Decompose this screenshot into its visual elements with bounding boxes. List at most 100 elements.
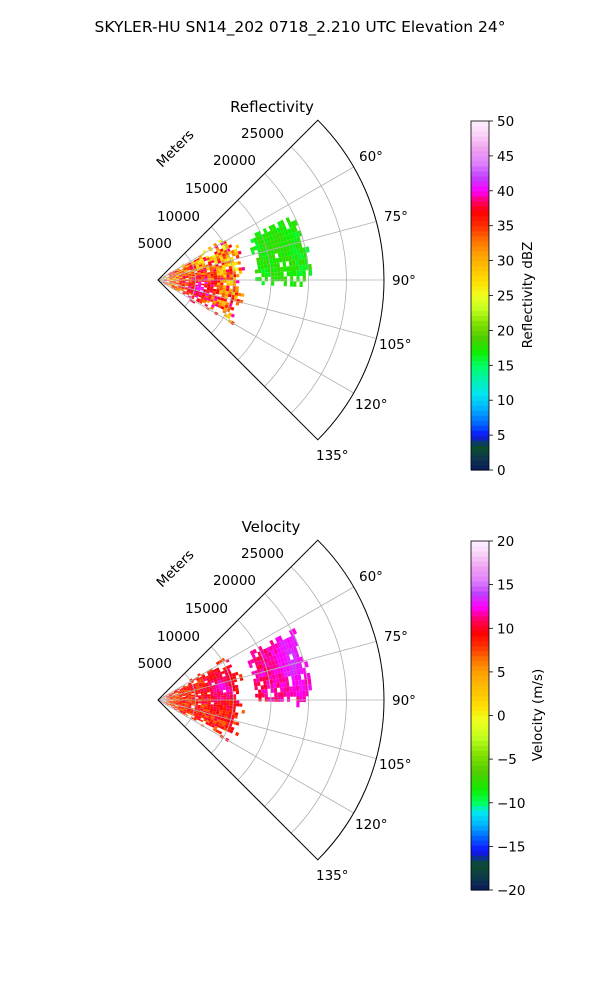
velocity-echo-cell — [187, 708, 191, 711]
reflectivity-echo-cell — [204, 280, 208, 283]
reflectivity-echo-cell — [163, 279, 167, 280]
reflectivity-echo-cell — [229, 274, 233, 278]
velocity-echo-cell — [172, 696, 176, 698]
reflectivity-echo-cell — [187, 286, 192, 288]
velocity-echo-cell — [176, 697, 180, 699]
velocity-echo-cell — [226, 702, 230, 706]
velocity-echo-cell — [205, 675, 210, 679]
reflectivity-echo-cell — [171, 286, 175, 289]
velocity-echo-cell — [291, 628, 298, 635]
reflectivity-echo-cell — [213, 298, 218, 302]
reflectivity-echo-cell — [169, 281, 173, 283]
velocity-echo-cell — [183, 710, 187, 713]
reflectivity-colorbar-segment — [471, 125, 489, 132]
velocity-echo-cell — [178, 694, 182, 696]
velocity-colorbar-segment — [471, 595, 489, 602]
reflectivity-echo-cell — [172, 278, 177, 280]
reflectivity-echo-cell — [188, 274, 192, 277]
velocity-echo-cell — [294, 651, 300, 659]
reflectivity-echo-cell — [280, 276, 284, 282]
reflectivity-echo-cell — [204, 274, 208, 277]
velocity-echo-cell — [166, 701, 170, 703]
velocity-echo-cell — [277, 692, 281, 698]
velocity-echo-cell — [222, 675, 227, 680]
reflectivity-echo-cell — [196, 259, 201, 263]
reflectivity-echo-cell — [276, 237, 282, 244]
velocity-echo-cell — [166, 702, 169, 705]
velocity-echo-cell — [268, 645, 274, 652]
velocity-echo-cell — [223, 695, 227, 698]
velocity-echo-cell — [290, 670, 295, 676]
reflectivity-echo-cell — [217, 275, 221, 278]
velocity-echo-cell — [289, 691, 294, 697]
velocity-echo-cell — [184, 693, 189, 695]
reflectivity-colorbar-segment — [471, 305, 489, 312]
velocity-echo-cell — [295, 685, 300, 692]
velocity-echo-cell — [187, 692, 192, 695]
velocity-colorbar-segment — [471, 541, 489, 547]
reflectivity-echo-cell — [223, 298, 228, 302]
velocity-echo-cell — [247, 660, 252, 665]
velocity-colorbar-segment — [471, 855, 489, 861]
reflectivity-range-tick-25000: 25000 — [241, 126, 284, 142]
velocity-echo-cell — [232, 675, 237, 680]
reflectivity-echo-cell — [285, 234, 291, 241]
reflectivity-echo-cell — [293, 219, 299, 226]
velocity-colorbar-segment — [471, 775, 489, 781]
velocity-echo-cell — [241, 710, 246, 714]
reflectivity-echo-cell — [172, 278, 176, 279]
velocity-echo-cell — [209, 687, 214, 691]
velocity-echo-cell — [216, 690, 220, 694]
reflectivity-echo-cell — [179, 277, 183, 279]
velocity-colorbar-segment — [471, 865, 489, 871]
reflectivity-echo-cell — [189, 266, 193, 269]
velocity-az-tick-60: 60° — [359, 569, 383, 585]
reflectivity-echo-cell — [226, 282, 230, 286]
velocity-echo-cell — [212, 720, 217, 724]
velocity-colorbar-segment — [471, 850, 489, 856]
velocity-colorbar-segment — [471, 750, 489, 756]
velocity-echo-cell — [267, 651, 273, 657]
velocity-echo-cell — [302, 696, 306, 703]
velocity-echo-cell — [262, 676, 267, 682]
velocity-echo-cell — [203, 709, 207, 712]
velocity-colorbar-segment — [471, 585, 489, 592]
velocity-echo-cell — [173, 708, 177, 711]
reflectivity-echo-cell — [168, 273, 172, 276]
reflectivity-echo-cell — [252, 245, 258, 251]
reflectivity-echo-cell — [302, 270, 306, 276]
velocity-echo-cell — [248, 663, 253, 669]
reflectivity-echo-cell — [175, 276, 180, 278]
velocity-echo-cell — [209, 675, 213, 680]
velocity-echo-cell — [211, 715, 215, 719]
velocity-echo-cell — [224, 724, 229, 729]
velocity-echo-cell — [178, 691, 182, 694]
reflectivity-echo-cell — [199, 256, 203, 260]
velocity-colorbar-segment — [471, 665, 489, 672]
reflectivity-echo-cell — [187, 295, 192, 298]
reflectivity-echo-cell — [218, 302, 223, 306]
reflectivity-echo-cell — [267, 250, 272, 256]
reflectivity-colorbar-segment — [471, 300, 489, 307]
reflectivity-colorbar-segment — [471, 270, 489, 277]
velocity-echo-cell — [163, 699, 167, 700]
reflectivity-echo-cell — [177, 288, 181, 291]
velocity-echo-cell — [194, 682, 199, 686]
velocity-echo-cell — [175, 696, 180, 698]
velocity-echo-cell — [223, 700, 227, 703]
reflectivity-echo-cell — [198, 276, 202, 279]
velocity-echo-cell — [271, 697, 275, 702]
reflectivity-echo-cell — [199, 299, 204, 303]
velocity-echo-cell — [223, 727, 228, 731]
velocity-echo-cell — [281, 677, 286, 683]
velocity-echo-cell — [232, 721, 237, 725]
velocity-echo-cell — [234, 712, 239, 716]
velocity-radial-75 — [157, 641, 377, 701]
velocity-echo-cell — [172, 700, 177, 702]
velocity-echo-cell — [266, 656, 271, 663]
velocity-echo-cell — [216, 709, 220, 713]
velocity-echo-cell — [188, 704, 192, 707]
reflectivity-colorbar-segment — [471, 265, 489, 272]
velocity-echo-cell — [270, 669, 275, 675]
velocity-echo-cell — [168, 693, 172, 696]
